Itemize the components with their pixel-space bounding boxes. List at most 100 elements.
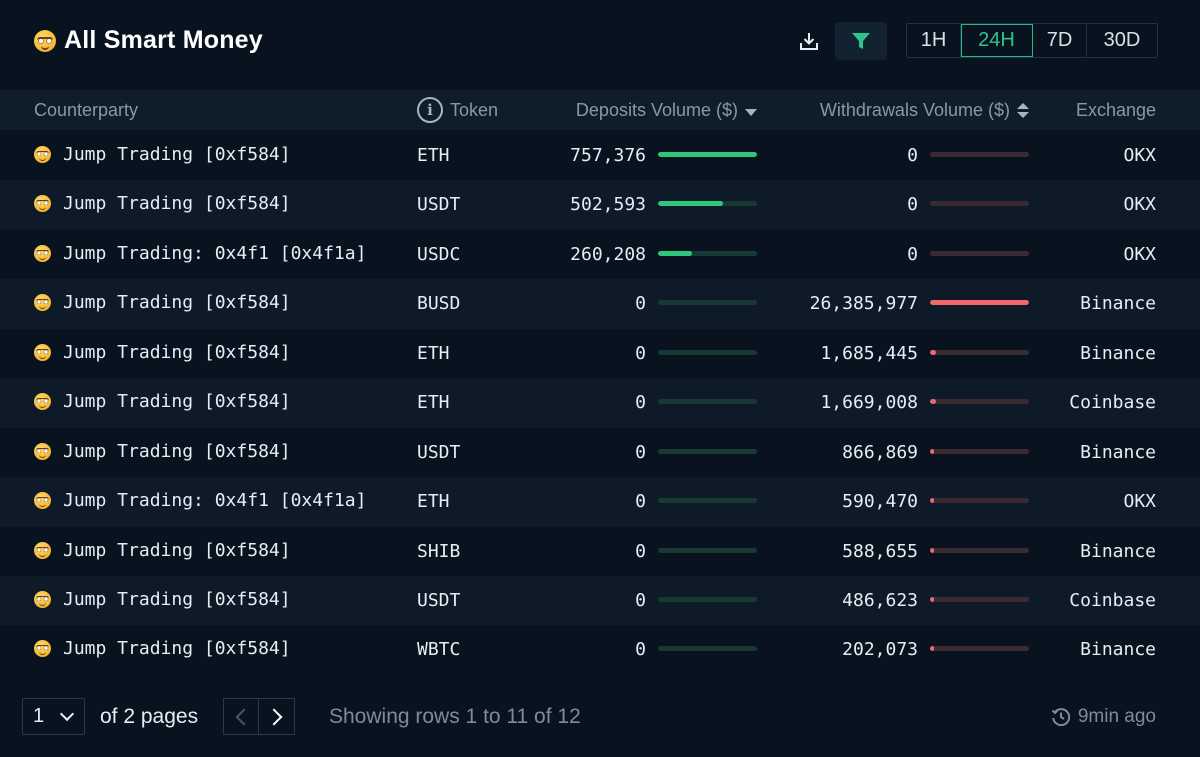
table-row[interactable]: Jump Trading [0xf584] USDT 0 866,869 Binance [0,428,1200,477]
deposits-value: 502,593 [570,194,646,216]
deposits-value: 0 [635,639,646,661]
info-icon[interactable]: i [417,97,443,123]
tab-7d[interactable]: 7D [1033,24,1087,57]
counterparty-cell[interactable]: Jump Trading [0xf584] [34,144,291,165]
column-deposits-label: Deposits Volume ($) [575,100,738,120]
token-cell[interactable]: USDT [417,589,461,611]
column-exchange[interactable]: Exchange [1075,100,1156,120]
tab-24h[interactable]: 24H [961,24,1033,57]
table-row[interactable]: Jump Trading: 0x4f1 [0x4f1a] USDC 260,208 0… [0,230,1200,279]
history-icon [1051,708,1070,727]
token-cell[interactable]: USDT [417,194,461,216]
token-cell[interactable]: ETH [417,145,450,166]
deposits-value: 757,376 [570,145,646,166]
counterparty-name: Jump Trading [0xf584] [63,391,291,413]
rows-summary: Showing rows 1 to 11 of 12 [329,705,581,728]
prev-page-button[interactable] [223,698,259,735]
exchange-cell: Binance [1080,342,1156,364]
deposits-value: 260,208 [570,243,646,265]
counterparty-cell[interactable]: Jump Trading: 0x4f1 [0x4f1a] [34,243,366,264]
counterparty-name: Jump Trading [0xf584] [63,341,291,363]
counterparty-cell[interactable]: Jump Trading [0xf584] [34,292,291,313]
column-token-label: Token [450,99,499,120]
deposits-bar [658,399,757,405]
table-row[interactable]: Jump Trading [0xf584] ETH 757,376 0 OKX [0,131,1200,180]
deposits-value: 0 [635,589,646,611]
withdrawals-bar [930,498,1029,504]
tab-1h[interactable]: 1H [907,24,961,57]
nerd-face-icon [34,541,51,559]
counterparty-cell[interactable]: Jump Trading [0xf584] [34,391,291,412]
exchange-cell: OKX [1123,194,1156,216]
table-row[interactable]: Jump Trading [0xf584] ETH 0 1,669,008 Coinba… [0,378,1200,428]
counterparty-cell[interactable]: Jump Trading [0xf584] [34,540,291,561]
page-title: All Smart Money [64,26,263,54]
table-row[interactable]: Jump Trading [0xf584] SHIB 0 588,655 Binance [0,527,1200,576]
counterparty-cell[interactable]: Jump Trading: 0x4f1 [0x4f1a] [34,490,366,511]
filter-icon [852,33,870,49]
counterparty-name: Jump Trading [0xf584] [63,440,291,462]
withdrawals-bar-fill [930,498,934,504]
withdrawals-value: 866,869 [842,441,918,463]
table-row[interactable]: Jump Trading [0xf584] WBTC 0 202,073 Binance [0,625,1200,674]
deposits-value: 0 [635,540,646,562]
withdrawals-bar-fill [930,300,1029,306]
token-cell[interactable]: WBTC [417,639,461,661]
deposits-bar [658,498,757,504]
table-row[interactable]: Jump Trading: 0x4f1 [0x4f1a] ETH 0 590,470 O… [0,477,1200,527]
column-token[interactable]: i Token [417,97,498,123]
table-row[interactable]: Jump Trading [0xf584] BUSD 0 26,385,977 Bina… [0,279,1200,329]
table-row[interactable]: Jump Trading [0xf584] USDT 0 486,623 Coinbas… [0,575,1200,626]
column-withdrawals-label: Withdrawals Volume ($) [819,100,1010,120]
counterparty-cell[interactable]: Jump Trading [0xf584] [34,441,291,462]
exchange-cell: Coinbase [1069,392,1156,414]
table-row[interactable]: Jump Trading [0xf584] ETH 0 1,685,445 Binanc… [0,329,1200,378]
filter-button[interactable] [835,22,887,60]
nerd-face-icon [34,244,51,262]
deposits-bar-fill [658,152,757,157]
column-deposits[interactable]: Deposits Volume ($) [576,100,757,121]
withdrawals-bar-fill [930,547,934,553]
exchange-cell: Binance [1080,540,1156,562]
counterparty-cell[interactable]: Jump Trading [0xf584] [34,589,291,610]
token-cell[interactable]: SHIB [417,540,461,562]
time-range-tabs: 1H 24H 7D 30D [906,23,1158,58]
footer: 1 of 2 pages Showing rows 1 to 11 of 12 … [0,690,1200,757]
nerd-face-icon [34,640,51,658]
nerd-face-icon [34,343,51,361]
deposits-bar-fill [658,250,692,256]
next-page-button[interactable] [259,698,295,735]
chevron-left-icon [235,708,252,725]
token-cell[interactable]: BUSD [417,293,461,315]
token-cell[interactable]: ETH [417,491,450,513]
counterparty-cell[interactable]: Jump Trading [0xf584] [34,638,291,659]
page-select-value: 1 [33,705,45,727]
withdrawals-bar [930,448,1029,454]
tab-30d[interactable]: 30D [1103,29,1141,51]
table-row[interactable]: Jump Trading [0xf584] USDT 502,593 0 OKX [0,180,1200,230]
column-withdrawals[interactable]: Withdrawals Volume ($) [820,100,1029,121]
column-counterparty[interactable]: Counterparty [34,100,139,120]
withdrawals-value: 1,669,008 [820,392,918,414]
withdrawals-value: 0 [907,243,918,265]
deposits-value: 0 [635,392,646,414]
counterparty-cell[interactable]: Jump Trading [0xf584] [34,342,291,363]
withdrawals-bar [930,250,1029,256]
withdrawals-bar-fill [930,399,937,405]
counterparty-cell[interactable]: Jump Trading [0xf584] [34,193,291,214]
deposits-value: 0 [635,293,646,315]
download-button[interactable] [783,22,835,60]
withdrawals-value: 26,385,977 [809,293,918,315]
deposits-value: 0 [635,491,646,513]
token-cell[interactable]: ETH [417,342,450,364]
counterparty-name: Jump Trading [0xf584] [63,638,291,660]
token-cell[interactable]: ETH [417,392,450,414]
token-cell[interactable]: USDC [417,243,461,265]
last-updated-text: 9min ago [1077,706,1156,727]
page-select[interactable]: 1 [22,698,85,735]
token-cell[interactable]: USDT [417,441,461,463]
exchange-cell: Coinbase [1069,589,1156,611]
title-wrap: All Smart Money [34,26,263,55]
exchange-cell: Binance [1080,441,1156,463]
download-icon [800,33,818,50]
